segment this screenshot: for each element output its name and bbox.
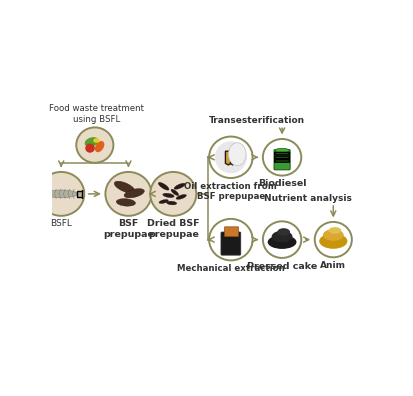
Ellipse shape xyxy=(272,231,292,242)
Text: Biodiesel: Biodiesel xyxy=(258,179,306,188)
Ellipse shape xyxy=(93,138,100,143)
FancyBboxPatch shape xyxy=(274,150,290,170)
Ellipse shape xyxy=(116,199,135,206)
FancyArrow shape xyxy=(230,151,235,165)
FancyBboxPatch shape xyxy=(275,156,290,158)
Text: Oil extraction from
BSF prepupae: Oil extraction from BSF prepupae xyxy=(185,182,277,201)
Text: Anim: Anim xyxy=(320,261,346,270)
Circle shape xyxy=(209,137,253,178)
Circle shape xyxy=(38,172,84,216)
FancyBboxPatch shape xyxy=(221,232,241,255)
FancyArrow shape xyxy=(77,190,82,198)
Circle shape xyxy=(263,139,301,175)
Ellipse shape xyxy=(319,234,347,249)
Text: Transesterification: Transesterification xyxy=(209,116,304,125)
Circle shape xyxy=(150,172,196,216)
Ellipse shape xyxy=(268,235,297,249)
Ellipse shape xyxy=(176,194,186,200)
Ellipse shape xyxy=(124,188,144,198)
Ellipse shape xyxy=(215,141,247,173)
Circle shape xyxy=(263,221,301,258)
Text: BSF
prepupae: BSF prepupae xyxy=(103,219,154,239)
FancyBboxPatch shape xyxy=(275,152,290,155)
Ellipse shape xyxy=(159,200,169,204)
Text: Dried BSF
prepupae: Dried BSF prepupae xyxy=(147,219,199,239)
Circle shape xyxy=(76,128,114,163)
Ellipse shape xyxy=(163,193,174,198)
Text: BSFL: BSFL xyxy=(50,219,72,228)
Circle shape xyxy=(209,219,253,260)
Ellipse shape xyxy=(275,148,289,153)
Ellipse shape xyxy=(277,228,290,236)
Ellipse shape xyxy=(166,201,177,205)
Ellipse shape xyxy=(114,181,135,193)
Ellipse shape xyxy=(45,190,77,198)
Ellipse shape xyxy=(95,141,104,152)
Circle shape xyxy=(315,222,352,257)
Ellipse shape xyxy=(228,143,246,166)
Circle shape xyxy=(105,172,152,216)
Text: Food waste treatment
using BSFL: Food waste treatment using BSFL xyxy=(49,105,144,124)
FancyBboxPatch shape xyxy=(275,160,290,162)
FancyBboxPatch shape xyxy=(225,227,239,236)
Text: Mechanical extraction: Mechanical extraction xyxy=(177,264,285,273)
Ellipse shape xyxy=(158,182,169,190)
FancyArrow shape xyxy=(225,151,231,165)
Ellipse shape xyxy=(328,227,341,234)
Text: Pressed cake: Pressed cake xyxy=(247,262,317,270)
Ellipse shape xyxy=(174,183,185,189)
Circle shape xyxy=(85,144,95,153)
Ellipse shape xyxy=(171,189,179,196)
Text: Nutrient analysis: Nutrient analysis xyxy=(264,194,351,203)
Ellipse shape xyxy=(323,229,344,241)
Ellipse shape xyxy=(85,137,99,147)
